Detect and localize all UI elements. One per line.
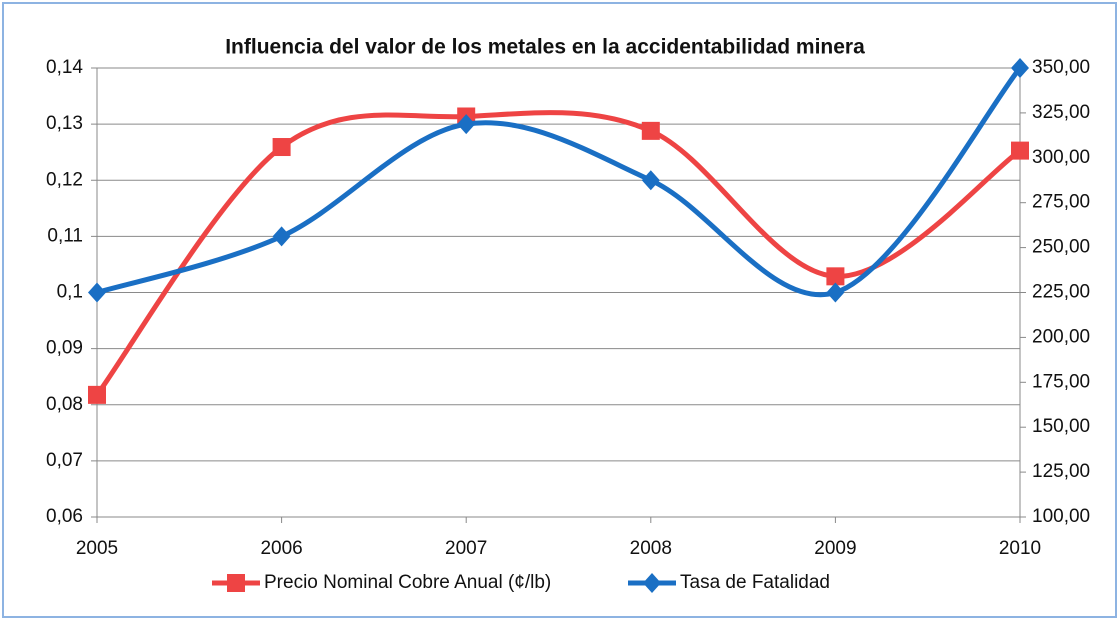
y-tick-label: 0,06 [46, 506, 83, 527]
y-tick-label: 0,1 [57, 282, 83, 303]
series-marker [272, 226, 291, 247]
series-marker [1011, 58, 1029, 78]
y-tick-label: 0,11 [47, 225, 83, 246]
series-marker [641, 121, 660, 140]
x-tick-label: 2008 [630, 538, 672, 559]
y2-tick-label: 125,00 [1032, 461, 1090, 482]
y2-tick-label: 175,00 [1032, 371, 1090, 392]
series-marker [88, 282, 106, 303]
series-marker [826, 282, 845, 303]
legend-marker [643, 573, 661, 593]
x-tick-label: 2009 [814, 538, 856, 559]
x-tick-label: 2007 [445, 538, 487, 559]
y-tick-label: 0,12 [46, 169, 83, 190]
series-marker [457, 114, 476, 135]
series-marker [88, 385, 106, 404]
series-marker [826, 267, 845, 286]
y2-tick-label: 300,00 [1032, 147, 1090, 168]
series-marker [641, 170, 660, 191]
y2-tick-label: 325,00 [1032, 102, 1090, 123]
y-tick-label: 0,08 [46, 394, 83, 415]
legend-label: Tasa de Fatalidad [680, 572, 830, 593]
y-tick-label: 0,14 [46, 57, 83, 78]
y2-tick-label: 350,00 [1032, 57, 1090, 78]
chart-title: Influencia del valor de los metales en l… [225, 36, 865, 59]
y-tick-label: 0,09 [46, 338, 83, 359]
x-tick-label: 2005 [76, 538, 118, 559]
y2-tick-label: 275,00 [1032, 192, 1090, 213]
series-marker [272, 138, 291, 157]
x-tick-label: 2006 [260, 538, 302, 559]
series-marker [1011, 141, 1029, 160]
y-tick-label: 0,07 [46, 450, 83, 471]
y2-tick-label: 100,00 [1032, 506, 1090, 527]
y2-tick-label: 250,00 [1032, 237, 1090, 258]
y2-tick-label: 150,00 [1032, 416, 1090, 437]
series-line [94, 110, 1022, 397]
y-tick-label: 0,13 [46, 113, 83, 134]
y2-tick-label: 200,00 [1032, 326, 1090, 347]
y2-tick-label: 225,00 [1032, 282, 1090, 303]
x-tick-label: 2010 [999, 538, 1041, 559]
legend-marker [227, 574, 245, 592]
legend-label: Precio Nominal Cobre Anual (¢/lb) [264, 572, 551, 593]
